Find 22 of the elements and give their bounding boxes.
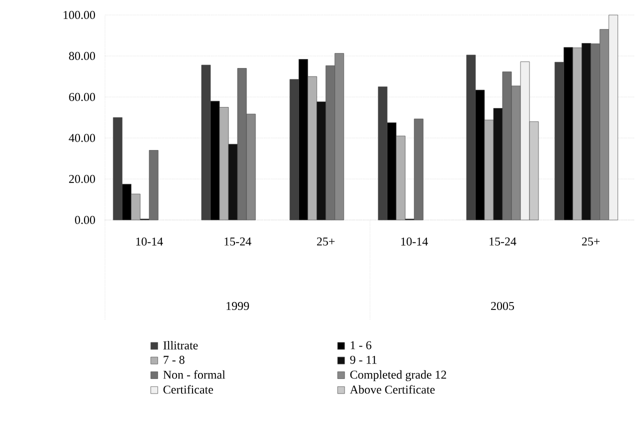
y-tick-label: 80.00 <box>69 52 96 60</box>
x-tick-label: 15-24 <box>490 238 516 246</box>
legend-label: Illitrate <box>163 341 198 350</box>
y-tick-label: 100.00 <box>64 10 96 20</box>
text: 2005 <box>491 302 514 310</box>
legend-label: 7 - 8 <box>164 356 184 364</box>
x-tick-label: 10-14 <box>401 238 428 246</box>
legend-label: 1 - 6 <box>350 341 372 350</box>
y-tick-label: 40.00 <box>68 134 96 142</box>
y-tick-label: 60.00 <box>69 92 96 102</box>
legend-label: Completed grade 12 <box>350 370 446 382</box>
text: 1999 <box>226 302 249 310</box>
y-tick-label: 0.00 <box>75 216 96 224</box>
y-tick-label: 20.00 <box>69 174 96 184</box>
legend-label: 9 - 11 <box>350 356 377 364</box>
legend-label: Certificate <box>163 385 214 394</box>
x-tick-label: 25+ <box>317 238 335 246</box>
legend-label: Non - formal <box>163 370 226 379</box>
legend-label: Above Certificate <box>350 385 435 394</box>
x-tick-label: 25+ <box>582 238 600 246</box>
x-tick-label: 15-24 <box>224 238 252 246</box>
x-tick-label: 10-14 <box>136 238 163 246</box>
